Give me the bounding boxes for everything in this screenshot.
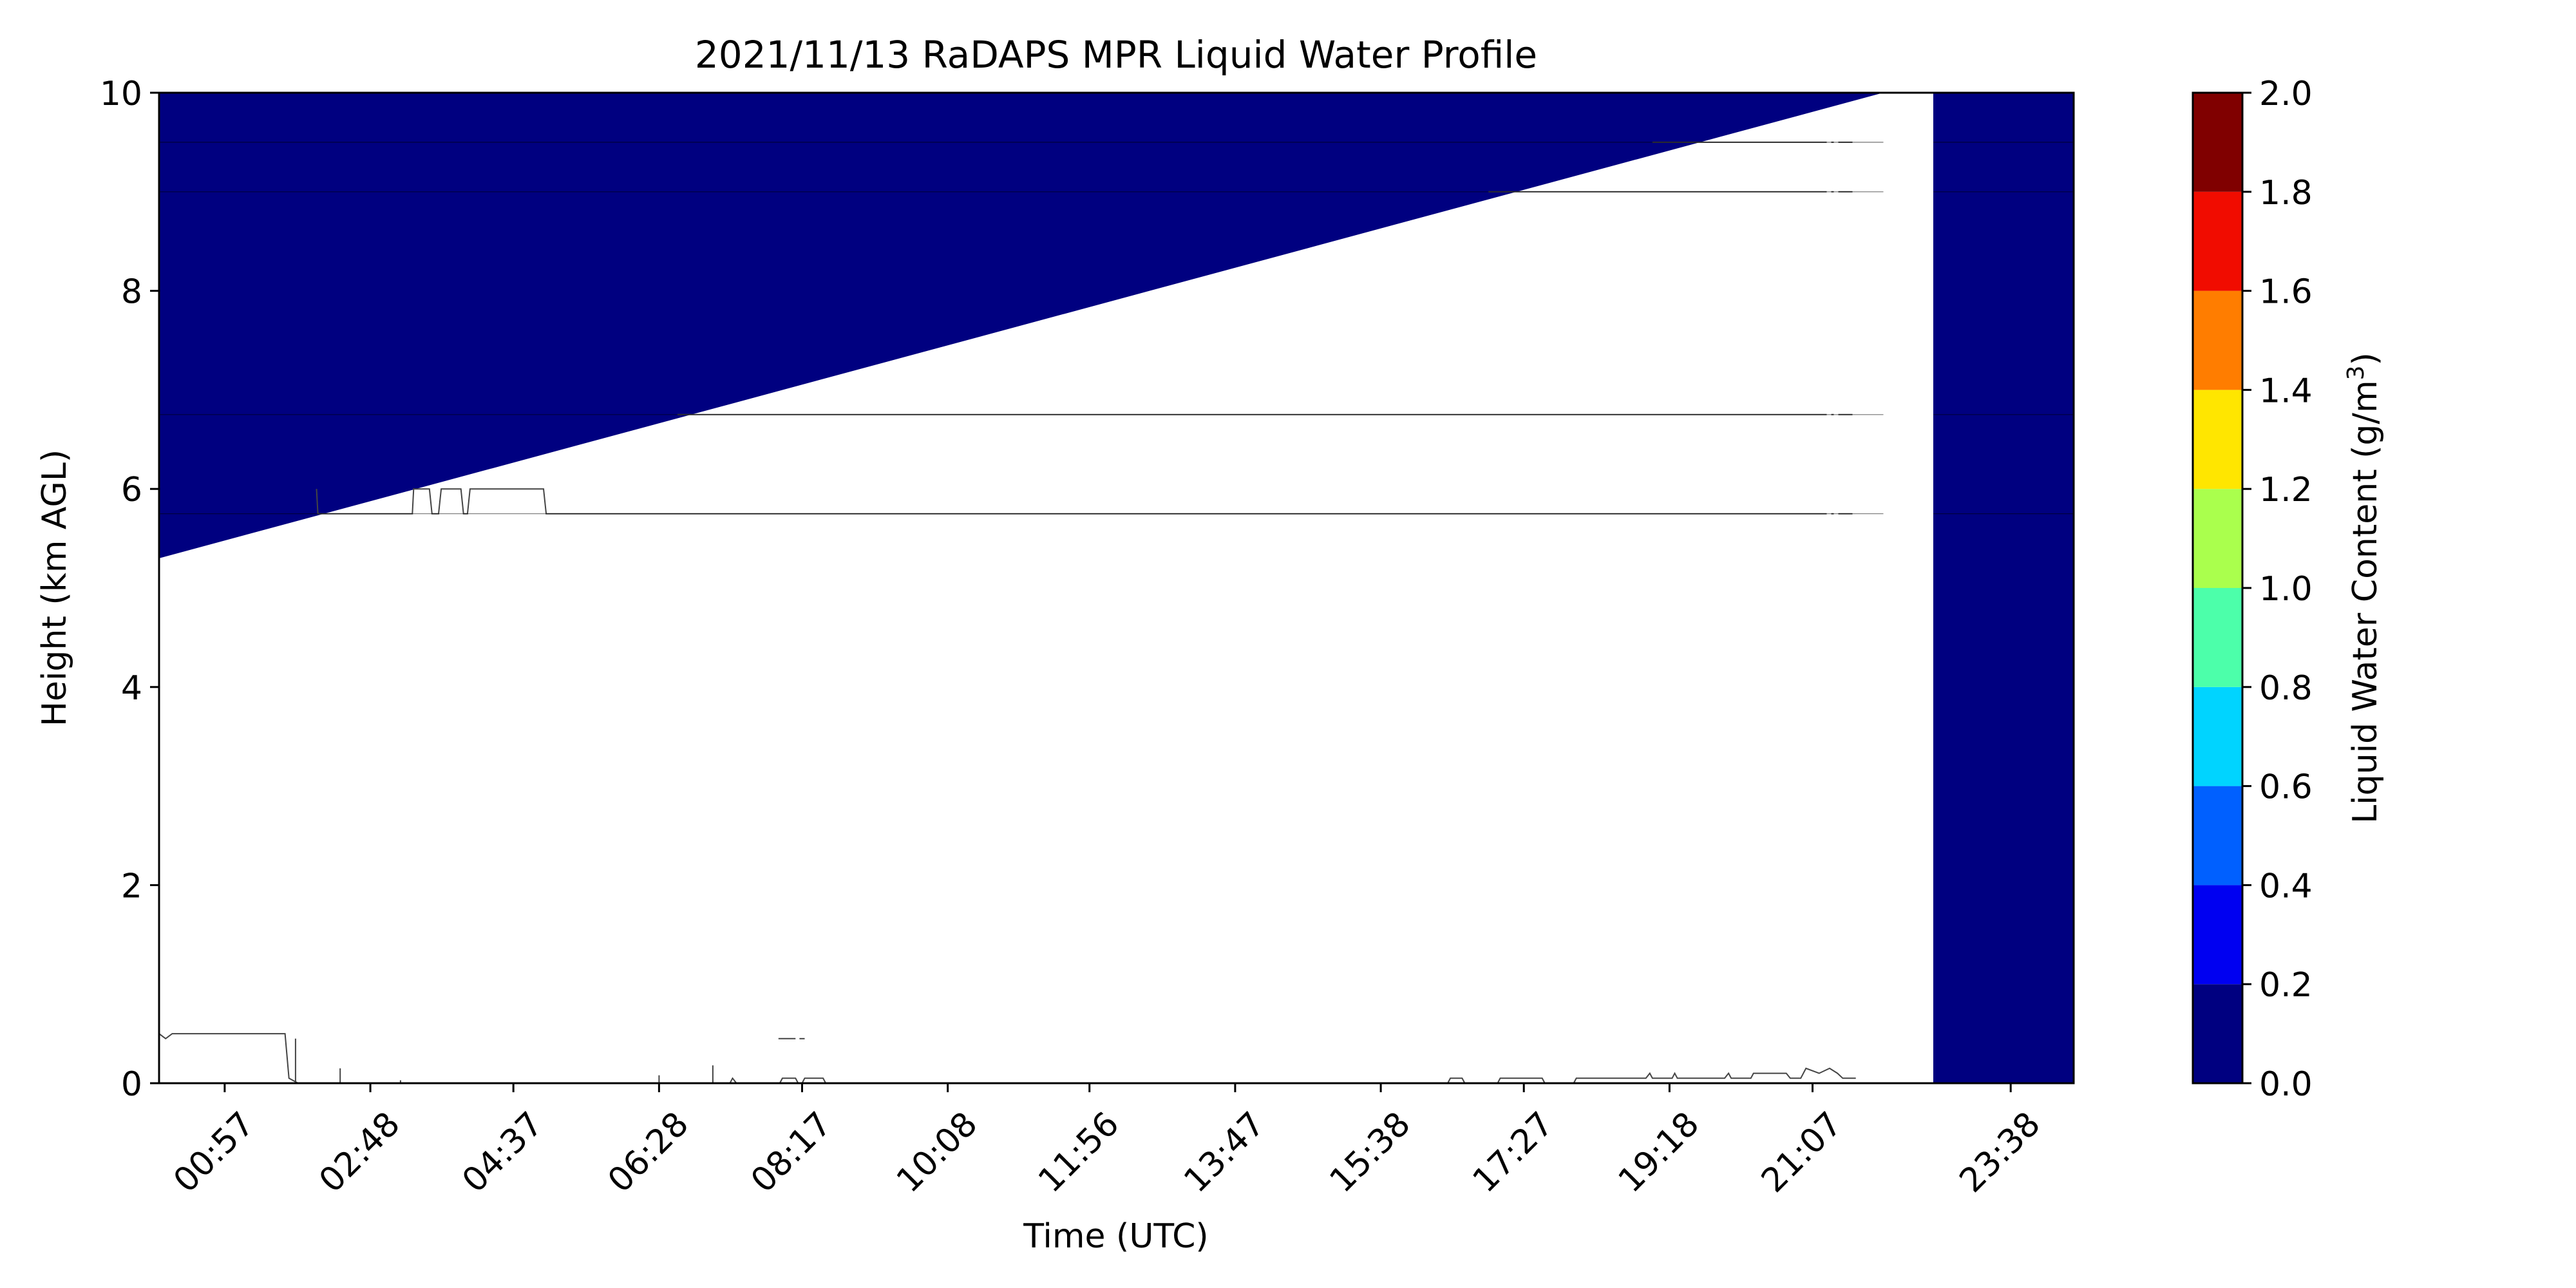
filled-region-1 (159, 93, 1884, 558)
colorbar: 0.0 0.2 0.4 0.6 0.8 1.0 1.2 1.4 1.6 1.8 2.0 Liquid… (2192, 75, 2385, 1104)
contour-lines (159, 141, 2074, 1083)
chart-title: 2021/11/13 RaDAPS MPR Liquid Water Profi… (695, 33, 1537, 77)
contour-line-7 (729, 1077, 737, 1083)
contour-line-8 (779, 1077, 799, 1083)
y-tick-label-5: 8 (121, 273, 142, 312)
colorbar-label-superscript: 3 (2343, 365, 2369, 380)
colorbar-tick-label-2: 0.2 (2259, 966, 2313, 1005)
colorbar-bin-10 (2193, 93, 2242, 192)
colorbar-tick-label-7: 1.2 (2259, 471, 2313, 509)
filled-region-2 (1933, 93, 2074, 1083)
filled-regions (159, 93, 2074, 1083)
colorbar-tick-label-6: 1.0 (2259, 570, 2313, 609)
colorbar-bin-2 (2193, 885, 2242, 985)
colorbar-label: Liquid Water Content (g/m3) (2343, 352, 2385, 824)
contour-line-14 (1573, 1067, 1856, 1083)
colorbar-label-close: ) (2346, 352, 2385, 365)
y-tick-label-1: 0 (121, 1065, 142, 1104)
colorbar-bins (2193, 93, 2242, 1083)
y-tick-label-2: 2 (121, 867, 142, 905)
colorbar-bin-8 (2193, 290, 2242, 390)
colorbar-ticks: 0.0 0.2 0.4 0.6 0.8 1.0 1.2 1.4 1.6 1.8 2.0 (2242, 75, 2313, 1104)
contour-line-15 (316, 488, 1813, 515)
y-axis: 0 2 4 6 8 10 (100, 75, 159, 1104)
colorbar-bin-7 (2193, 390, 2242, 489)
colorbar-tick-label-4: 0.6 (2259, 768, 2313, 807)
colorbar-tick-label-3: 0.4 (2259, 867, 2313, 905)
colorbar-tick-label-1: 0.0 (2259, 1065, 2313, 1104)
colorbar-bin-6 (2193, 489, 2242, 588)
y-tick-label-6: 10 (100, 75, 142, 113)
y-tick-label-3: 4 (121, 669, 142, 708)
colorbar-bin-9 (2193, 191, 2242, 291)
contour-line-12 (1447, 1077, 1466, 1083)
colorbar-bin-3 (2193, 786, 2242, 886)
colorbar-tick-label-9: 1.6 (2259, 273, 2313, 312)
plot-frame (158, 91, 2075, 1084)
contour-line-1 (159, 1033, 299, 1083)
x-axis-label: Time (UTC) (1023, 1217, 1208, 1256)
colorbar-label-main: Liquid Water Content (g/m (2346, 380, 2385, 823)
contour-line-9 (801, 1077, 827, 1083)
plot-area (158, 91, 2075, 1084)
colorbar-tick-label-11: 2.0 (2259, 75, 2313, 113)
contour-line-13 (1497, 1077, 1546, 1083)
colorbar-tick-label-5: 0.8 (2259, 669, 2313, 708)
y-axis-label: Height (km AGL) (35, 450, 74, 726)
colorbar-tick-label-8: 1.4 (2259, 372, 2313, 410)
colorbar-tick-label-10: 1.8 (2259, 174, 2313, 213)
colorbar-bin-1 (2193, 984, 2242, 1083)
colorbar-bin-4 (2193, 687, 2242, 786)
y-tick-label-4: 6 (121, 471, 142, 509)
colorbar-bin-5 (2193, 588, 2242, 687)
